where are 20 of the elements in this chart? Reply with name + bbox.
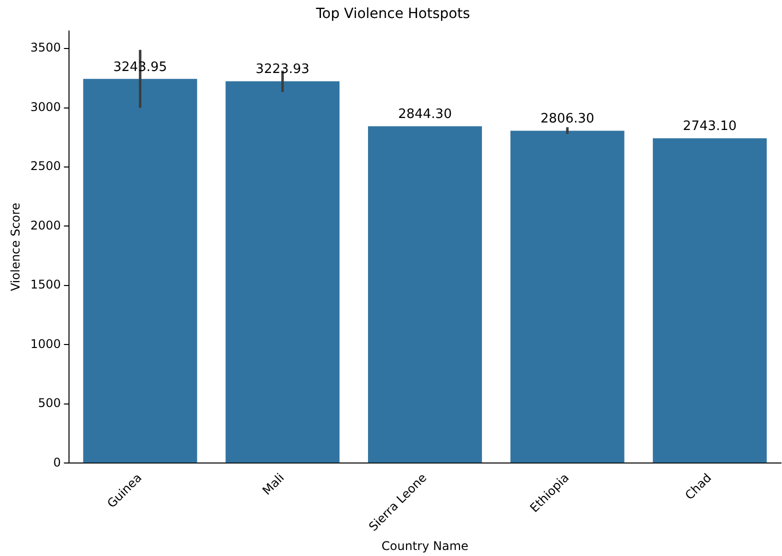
y-axis-title: Violence Score <box>8 202 22 292</box>
bar <box>652 138 767 463</box>
y-tick-label: 1000 <box>30 336 61 351</box>
bar <box>226 81 340 463</box>
y-tick-label: 3500 <box>30 40 61 55</box>
data-label: 3223.93 <box>256 62 310 78</box>
bar <box>510 130 624 463</box>
bar <box>368 126 482 463</box>
bar <box>83 78 198 463</box>
y-tick-label: 1500 <box>30 278 61 292</box>
data-label: 2806.30 <box>540 112 594 127</box>
chart-title: Top Violence Hotspots <box>314 6 470 22</box>
y-tick-label: 2500 <box>30 159 61 174</box>
data-label: 2743.10 <box>682 119 737 134</box>
y-tick-label: 3000 <box>30 100 61 114</box>
data-label: 2844.30 <box>398 107 452 122</box>
y-tick-label: 2000 <box>30 218 61 232</box>
y-tick-label: 500 <box>38 396 61 410</box>
y-tick-label: 0 <box>53 455 61 470</box>
x-axis-title: Country Name <box>382 538 468 553</box>
